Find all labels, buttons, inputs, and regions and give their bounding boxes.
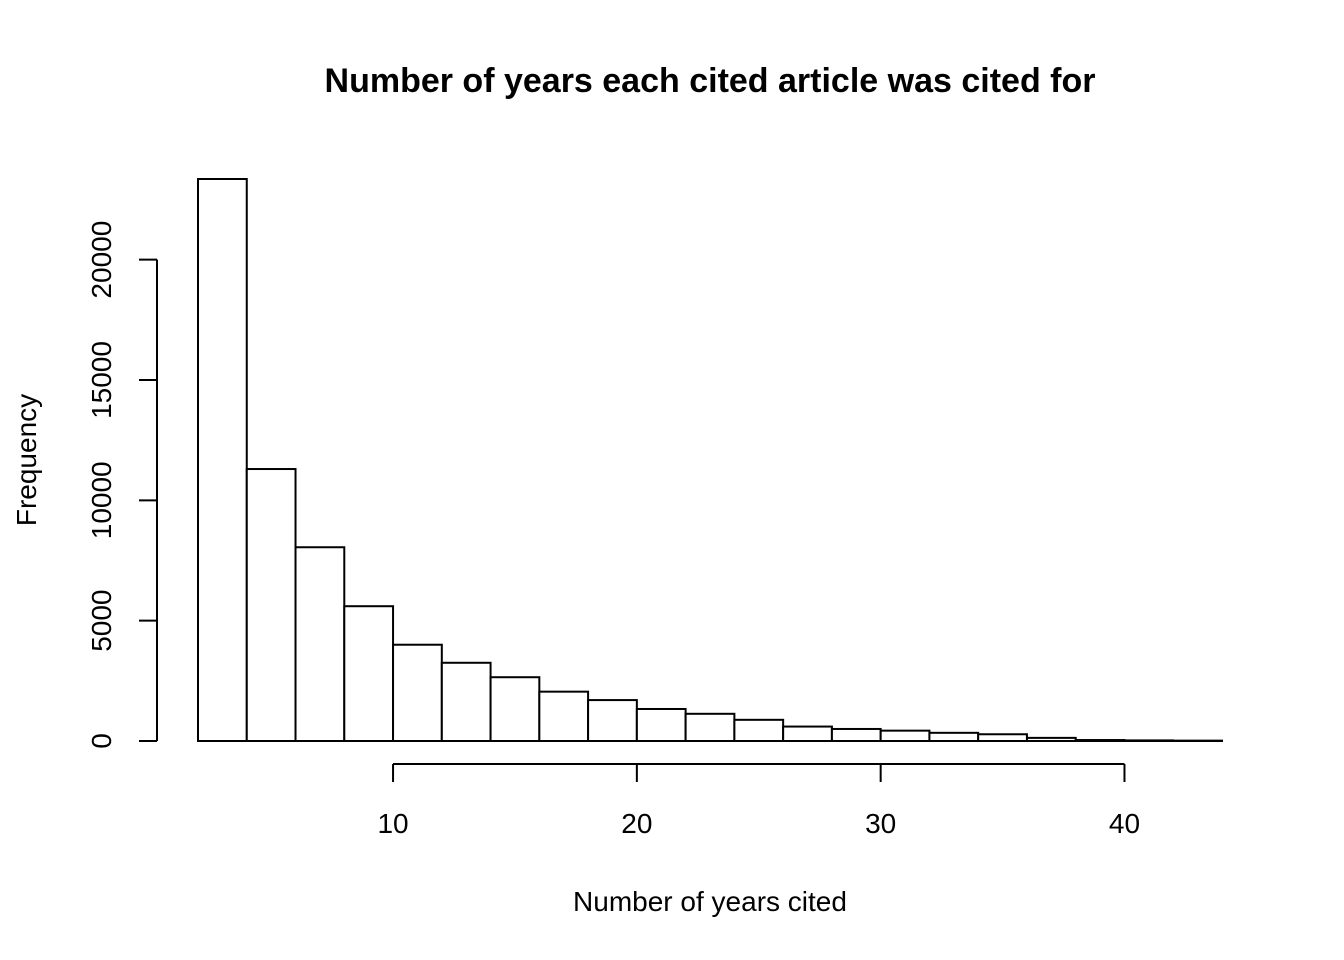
y-axis-label: Frequency xyxy=(11,394,42,526)
y-tick-label: 0 xyxy=(86,733,117,749)
histogram-bar xyxy=(879,729,931,742)
histogram-bar xyxy=(684,712,736,742)
histogram-bar xyxy=(782,725,833,743)
histogram-bar xyxy=(587,699,638,742)
histogram-bar xyxy=(1123,739,1175,743)
histogram-bar xyxy=(928,731,980,743)
histogram-bar xyxy=(245,468,297,742)
histogram-bar xyxy=(343,605,395,742)
histogram-bar xyxy=(733,718,785,743)
histogram-bar xyxy=(392,643,443,742)
x-tick-label: 30 xyxy=(865,808,896,839)
x-tick-label: 40 xyxy=(1109,808,1140,839)
x-axis: 10 20 30 40 xyxy=(377,763,1140,839)
bars-group xyxy=(197,178,1223,743)
histogram-bar xyxy=(294,546,346,743)
y-axis: 0 5000 10000 15000 20000 xyxy=(86,221,158,749)
histogram-bar xyxy=(489,676,541,743)
histogram-bar xyxy=(538,690,590,743)
x-tick-label: 20 xyxy=(621,808,652,839)
histogram-bar xyxy=(1025,736,1077,743)
x-tick-label: 10 xyxy=(377,808,408,839)
y-tick-label: 5000 xyxy=(86,590,117,652)
histogram-bar xyxy=(1074,739,1126,742)
chart-title: Number of years each cited article was c… xyxy=(325,62,1096,100)
y-tick-label: 15000 xyxy=(86,341,117,419)
histogram-bar xyxy=(830,727,882,743)
y-tick-label: 10000 xyxy=(86,461,117,539)
histogram-bar xyxy=(197,178,248,742)
y-tick-label: 20000 xyxy=(86,221,117,299)
histogram-bar xyxy=(977,733,1028,742)
histogram-bar xyxy=(635,707,687,743)
x-axis-label: Number of years cited xyxy=(573,886,847,917)
histogram-bar xyxy=(440,661,492,742)
